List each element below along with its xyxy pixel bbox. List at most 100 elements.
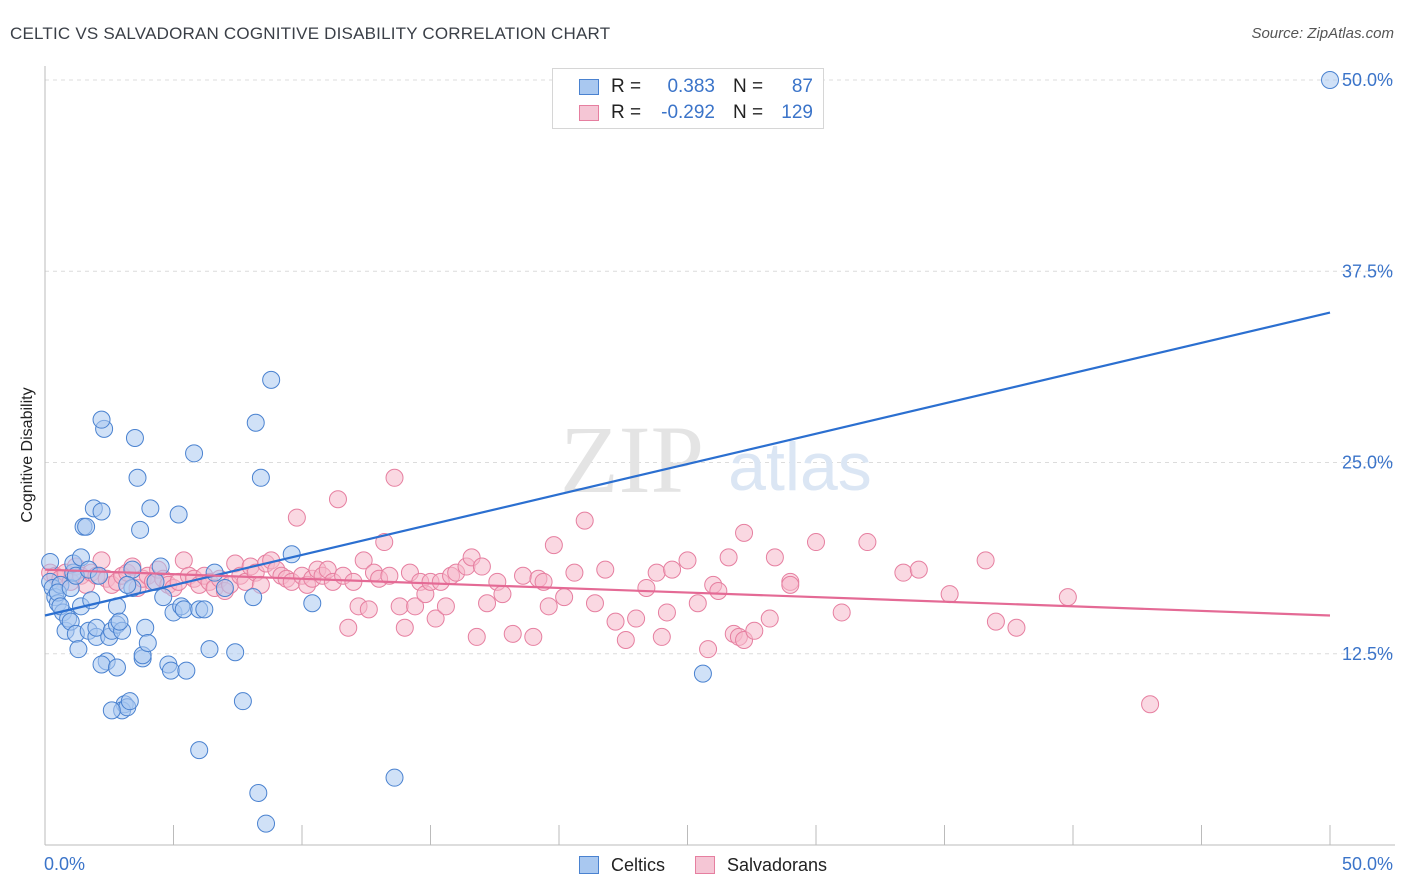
y-axis-label: Cognitive Disability (19, 387, 36, 523)
celtics-point (200, 640, 219, 659)
celtics-point (190, 741, 209, 760)
legend-label-celtics: Celtics (610, 854, 665, 875)
celtics-point (251, 468, 270, 487)
celtics-point (169, 505, 188, 524)
salvadorans-point (709, 582, 728, 601)
celtics-point (151, 557, 170, 576)
salvadorans-swatch (579, 105, 599, 121)
celtics-points (41, 71, 1339, 833)
salvadorans-trend-line (44, 568, 1331, 617)
salvadorans-point (699, 640, 718, 659)
salvadorans-point (760, 609, 779, 628)
celtics-swatch (579, 79, 599, 95)
r-label: R = (611, 102, 642, 123)
celtics-point (1321, 71, 1339, 89)
salvadorans-point (426, 609, 445, 628)
celtics-point (118, 575, 137, 594)
celtics-point (226, 643, 245, 662)
celtics-point (185, 444, 204, 463)
salvadorans-point (858, 533, 877, 552)
salvadorans-point (565, 563, 584, 582)
celtics-point (69, 640, 88, 659)
celtics-point (249, 783, 268, 802)
celtics-point (205, 563, 224, 582)
salvadorans-point (647, 563, 666, 582)
axes (44, 66, 1395, 846)
n-label: N = (733, 102, 764, 123)
y-tick-label: 25.0% (1342, 453, 1393, 473)
celtics-point (125, 429, 144, 448)
salvadorans-point (385, 468, 404, 487)
salvadorans-point (395, 618, 414, 637)
salvadorans-point (807, 533, 825, 552)
celtics-point (161, 661, 180, 680)
salvadorans-point (596, 560, 615, 579)
celtics-point (77, 517, 96, 536)
salvadorans-point (354, 551, 373, 570)
n-value-salvadorans: 129 (781, 102, 813, 123)
legend-label-salvadorans: Salvadorans (726, 854, 828, 875)
y-tick-label: 37.5% (1342, 261, 1393, 281)
celtics-point (120, 692, 139, 711)
salvadorans-point (539, 597, 558, 616)
salvadorans-point (986, 612, 1005, 631)
celtics-point (41, 552, 60, 571)
chart-legend: Celtics Salvadorans (0, 852, 1406, 878)
celtics-point (246, 413, 265, 432)
watermark-zip: ZIP (560, 406, 704, 513)
celtics-point (92, 502, 111, 521)
salvadorans-point (544, 536, 563, 555)
celtics-point (262, 370, 281, 389)
salvadorans-point (719, 548, 738, 567)
celtics-trend-line (44, 311, 1331, 617)
legend-item-salvadorans[interactable]: Salvadorans (694, 854, 828, 876)
salvadorans-point (1007, 618, 1026, 637)
celtics-point (136, 618, 155, 637)
salvadorans-point (688, 594, 707, 613)
celtics-point (89, 566, 108, 585)
watermark-atlas: atlas (728, 429, 872, 505)
source-label: Source: ZipAtlas.com (1251, 25, 1394, 42)
salvadorans-point (436, 597, 455, 616)
salvadorans-point (174, 551, 193, 570)
celtics-point (303, 594, 322, 613)
salvadorans-point (678, 551, 697, 570)
salvadorans-point (765, 548, 784, 567)
celtics-point (693, 664, 712, 683)
salvadorans-point (1141, 695, 1160, 714)
celtics-point (177, 661, 196, 680)
salvadorans-point (472, 557, 491, 576)
salvadorans-point (514, 566, 533, 585)
salvadorans-point (832, 603, 851, 622)
salvadorans-point (339, 618, 358, 637)
celtics-point (141, 499, 160, 518)
salvadorans-point (328, 490, 347, 509)
celtics-point (102, 701, 121, 720)
salvadorans-point (359, 600, 378, 619)
celtics-point (282, 545, 301, 564)
celtics-point (385, 768, 404, 787)
r-value-salvadorans: -0.292 (661, 102, 715, 123)
salvadorans-point (534, 572, 553, 591)
salvadorans-point (503, 624, 522, 643)
salvadorans-point (894, 563, 913, 582)
salvadorans-point (585, 594, 604, 613)
salvadorans-point (493, 585, 512, 604)
salvadorans-point (909, 560, 928, 579)
celtics-point (244, 588, 263, 607)
y-tick-label: 50.0% (1342, 70, 1393, 90)
r-label: R = (611, 76, 642, 97)
salvadorans-point (555, 588, 574, 607)
celtics-point (107, 658, 126, 677)
celtics-point (138, 634, 157, 653)
salvadorans-point (375, 533, 394, 552)
legend-item-celtics[interactable]: Celtics (578, 854, 665, 876)
salvadorans-point (976, 551, 995, 570)
tick-labels: 12.5% 25.0% 37.5% 50.0% 0.0% 50.0% (44, 70, 1393, 874)
celtics-point (195, 600, 214, 619)
salvadorans-point (478, 594, 497, 613)
celtics-point (123, 560, 142, 579)
salvadorans-point (1058, 588, 1077, 607)
salvadorans-point (606, 612, 625, 631)
celtics-point (174, 600, 193, 619)
